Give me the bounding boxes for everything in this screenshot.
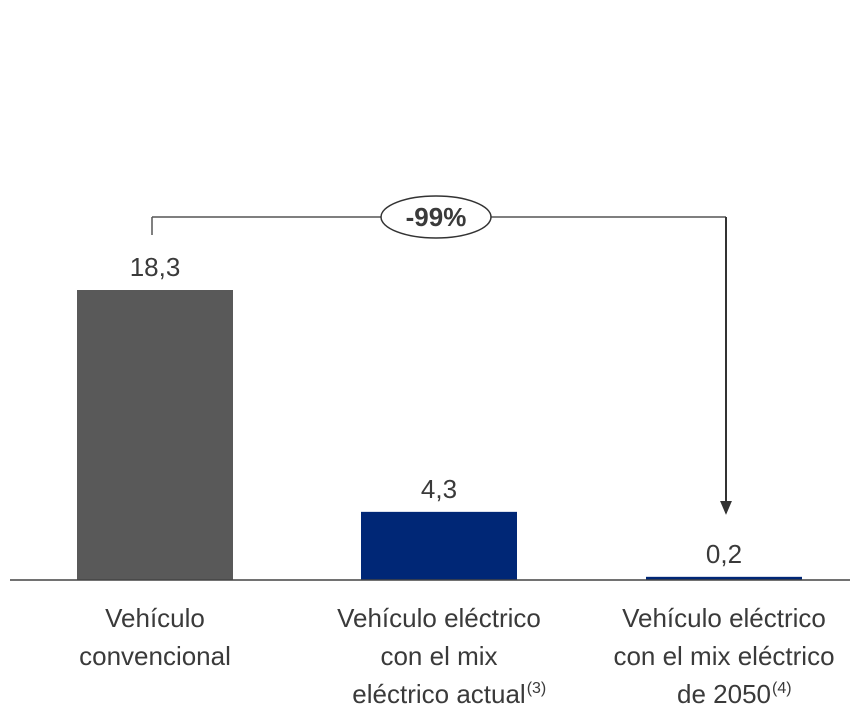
category-label-1-line-0: Vehículo eléctrico: [337, 603, 541, 633]
category-label-2-line-1: con el mix eléctrico: [613, 641, 834, 671]
footnote-1: (3): [527, 680, 547, 697]
category-label-0-line-1: convencional: [79, 641, 231, 671]
bar-1: [361, 511, 517, 580]
category-label-2-line-0: Vehículo eléctrico: [622, 603, 826, 633]
bar-2: [646, 576, 802, 580]
category-label-1-line-1: con el mix: [380, 641, 497, 671]
category-label-1-line-2: eléctrico actual: [352, 679, 525, 709]
annotation-label-badge: [380, 195, 492, 239]
value-label-2: 0,2: [706, 539, 742, 569]
category-label-0-line-0: Vehículo: [105, 603, 205, 633]
category-label-2-line-2: de 2050: [677, 679, 771, 709]
footnote-2: (4): [772, 680, 792, 697]
value-label-1: 4,3: [421, 474, 457, 504]
bar-0: [77, 290, 233, 580]
annotation-label: -99%: [406, 202, 467, 232]
value-label-0: 18,3: [130, 252, 181, 282]
